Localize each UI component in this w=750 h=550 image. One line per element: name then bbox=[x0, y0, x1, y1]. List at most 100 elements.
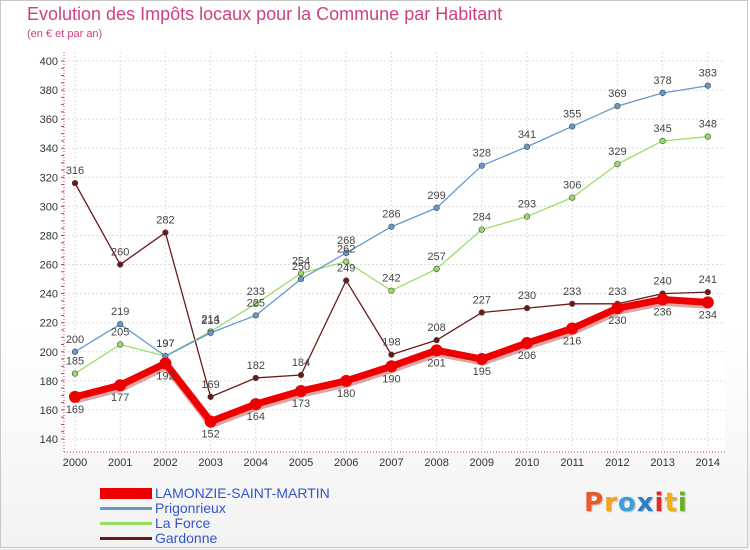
x-tick-label: 2005 bbox=[289, 457, 313, 469]
data-label: 195 bbox=[473, 366, 491, 378]
data-point bbox=[297, 275, 305, 283]
y-tick-label: 160 bbox=[40, 405, 58, 417]
data-point bbox=[117, 321, 124, 328]
data-label: 214 bbox=[201, 313, 219, 325]
legend-swatch bbox=[100, 507, 152, 510]
data-point bbox=[701, 296, 714, 309]
data-point bbox=[71, 348, 79, 355]
data-point bbox=[117, 261, 124, 268]
data-label: 164 bbox=[247, 411, 265, 423]
x-tick-label: 2014 bbox=[696, 457, 720, 469]
y-tick-label: 320 bbox=[40, 172, 58, 184]
data-label: 250 bbox=[292, 261, 310, 273]
data-point bbox=[388, 223, 395, 230]
data-point bbox=[69, 390, 81, 403]
data-label: 260 bbox=[111, 247, 129, 259]
x-tick-label: 2006 bbox=[334, 457, 358, 469]
legend-swatch bbox=[100, 522, 152, 525]
data-point bbox=[388, 351, 395, 358]
data-label: 268 bbox=[337, 235, 355, 247]
data-point bbox=[340, 374, 353, 387]
data-point bbox=[433, 204, 440, 211]
logo-letter: i bbox=[677, 488, 688, 518]
data-label: 227 bbox=[473, 295, 491, 307]
data-label: 206 bbox=[518, 350, 536, 362]
data-label: 198 bbox=[382, 337, 400, 349]
data-label: 293 bbox=[518, 199, 536, 211]
data-label: 284 bbox=[473, 212, 491, 224]
data-label: 205 bbox=[111, 327, 129, 339]
logo-letter: P bbox=[584, 488, 605, 518]
data-point bbox=[569, 300, 576, 307]
data-point bbox=[704, 82, 711, 89]
data-point bbox=[659, 137, 666, 145]
y-tick-label: 280 bbox=[40, 230, 58, 242]
data-point bbox=[523, 305, 531, 312]
data-label: 219 bbox=[111, 306, 129, 318]
data-label: 180 bbox=[337, 388, 355, 400]
y-tick-label: 400 bbox=[40, 56, 58, 68]
data-point bbox=[521, 337, 533, 350]
data-label: 355 bbox=[563, 108, 581, 120]
data-point bbox=[704, 133, 711, 140]
data-point bbox=[611, 302, 624, 315]
y-tick-label: 260 bbox=[40, 260, 58, 272]
data-point bbox=[523, 143, 531, 150]
data-label: 236 bbox=[653, 306, 671, 318]
data-label: 286 bbox=[382, 209, 400, 221]
data-label: 345 bbox=[653, 123, 671, 135]
data-point bbox=[478, 226, 485, 233]
data-label: 254 bbox=[292, 255, 310, 267]
data-label: 233 bbox=[247, 286, 265, 298]
grid bbox=[64, 52, 725, 452]
data-label: 316 bbox=[66, 165, 84, 177]
data-point bbox=[614, 161, 621, 168]
data-point bbox=[433, 265, 440, 273]
data-point bbox=[385, 360, 398, 373]
data-label: 329 bbox=[608, 146, 626, 158]
data-label: 177 bbox=[111, 392, 129, 404]
data-point bbox=[162, 229, 169, 236]
y-tick-label: 180 bbox=[40, 376, 58, 388]
y-tick-label: 340 bbox=[40, 143, 58, 155]
data-label: 383 bbox=[699, 68, 717, 80]
x-tick-label: 2004 bbox=[244, 457, 268, 469]
x-tick-label: 2009 bbox=[470, 457, 494, 469]
data-point bbox=[433, 337, 440, 344]
data-point bbox=[207, 393, 214, 400]
x-tick-label: 2001 bbox=[108, 457, 132, 469]
data-label: 306 bbox=[563, 180, 581, 192]
data-labels: 169 177 192 152 164 173 180 190 201 195 206 216 230 2… bbox=[66, 68, 717, 441]
data-point bbox=[71, 370, 79, 377]
data-label: 241 bbox=[699, 274, 717, 286]
data-label: 190 bbox=[382, 373, 400, 385]
data-point bbox=[523, 213, 531, 220]
logo-letter: x bbox=[636, 488, 655, 518]
x-tick-label: 2002 bbox=[153, 457, 177, 469]
data-point bbox=[252, 300, 259, 307]
x-tick-label: 2012 bbox=[605, 457, 629, 469]
data-label: 201 bbox=[427, 357, 445, 369]
data-label: 240 bbox=[653, 276, 671, 288]
legend-label: LAMONZIE-SAINT-MARTIN bbox=[155, 485, 330, 501]
y-tick-label: 360 bbox=[40, 114, 58, 126]
data-point bbox=[343, 258, 350, 265]
data-point bbox=[207, 329, 214, 336]
data-point bbox=[252, 374, 259, 382]
data-label: 233 bbox=[608, 286, 626, 298]
logo-letter: t bbox=[664, 488, 678, 518]
proxiti-logo: Proxiti bbox=[584, 488, 688, 518]
data-point bbox=[478, 162, 485, 169]
data-point bbox=[71, 180, 79, 187]
data-label: 225 bbox=[247, 297, 265, 309]
data-label: 173 bbox=[292, 398, 310, 410]
data-label: 182 bbox=[247, 360, 265, 372]
data-label: 169 bbox=[66, 404, 84, 416]
data-label: 213 bbox=[201, 315, 219, 327]
x-tick-label: 2003 bbox=[198, 457, 222, 469]
series-lines bbox=[69, 82, 714, 429]
x-tick-label: 2008 bbox=[424, 457, 448, 469]
data-point bbox=[430, 344, 443, 357]
data-point bbox=[569, 123, 576, 130]
